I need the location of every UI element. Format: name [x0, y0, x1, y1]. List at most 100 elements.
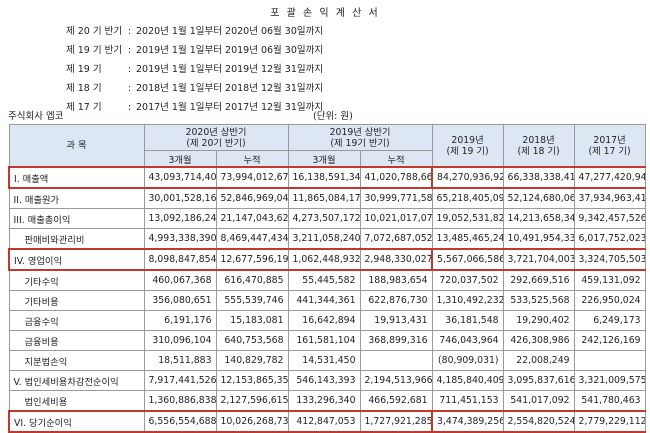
value-cell: 15,183,081: [215, 310, 289, 331]
col-header-2019h1: 2019년 상반기 (제 19기 반기): [287, 124, 433, 151]
value-cell: 66,338,338,410: [502, 166, 575, 189]
table-row: III. 매출총이익 13,092,186,244 21,147,043,629 4,…: [8, 208, 646, 229]
value-cell: 720,037,502: [431, 269, 504, 291]
value-cell: 5,567,066,586: [431, 248, 504, 271]
value-cell: 8,469,447,434: [215, 228, 289, 250]
value-cell: 18,511,883: [143, 350, 217, 371]
col-header-2019h1-text: 2019년 상반기 (제 19기 반기): [329, 126, 391, 149]
value-cell: (80,909,031): [431, 350, 504, 371]
value-cell: 292,669,516: [502, 269, 575, 291]
value-cell: 19,052,531,829: [431, 208, 504, 229]
value-cell: 356,080,651: [143, 290, 217, 311]
period-label: 제 19 기: [66, 64, 102, 75]
value-cell: 188,983,654: [359, 269, 433, 291]
period-label: 제 17 기: [66, 102, 102, 113]
col-header-2019-text: 2019년 (제 19 기): [446, 134, 489, 157]
value-cell: 1,727,921,285: [359, 410, 434, 433]
sub-header-2019h1-cum: 누적: [359, 150, 433, 168]
value-cell: 41,020,788,665: [359, 166, 434, 189]
value-cell: 12,677,596,195: [215, 248, 289, 271]
value-cell: [359, 350, 433, 371]
col-header-2020h1: 2020년 상반기 (제 20기 반기): [143, 124, 289, 151]
row-label: 금융비용: [8, 330, 145, 351]
row-label: 기타비용: [8, 290, 145, 311]
period-row: 제 18 기:2018년 1월 1일부터 2018년 12월 31일까지: [66, 80, 323, 94]
period-range: 2019년 1월 1일부터 2019년 12월 31일까지: [136, 64, 324, 75]
value-cell: 21,147,043,629: [215, 208, 289, 229]
table-row: II. 매출원가 30,001,528,163 52,846,969,042 11,8…: [8, 187, 646, 209]
value-cell: 11,865,084,176: [287, 187, 361, 209]
value-cell: 426,308,986: [502, 330, 575, 351]
value-cell: 466,592,681: [359, 390, 433, 412]
value-cell: 10,026,268,737: [215, 410, 289, 433]
value-cell: 3,474,389,256: [431, 410, 504, 433]
table-row: V. 법인세비용차감전순이익 7,917,441,526 12,153,865,35…: [8, 370, 646, 391]
value-cell: 6,249,173: [573, 310, 646, 331]
period-colon: :: [128, 45, 132, 56]
value-cell: 310,096,104: [143, 330, 217, 351]
value-cell: 2,948,330,027: [359, 248, 434, 271]
col-header-2017-text: 2017년 (제 17 기): [588, 134, 631, 157]
row-label: 금융수익: [8, 310, 145, 331]
unit-label: (단위: 원): [313, 111, 353, 122]
period-label: 제 18 기: [66, 83, 102, 94]
table-row: VI. 당기순이익 6,556,554,688 10,026,268,737 412,…: [8, 410, 646, 433]
value-cell: 555,539,746: [215, 290, 289, 311]
row-label: VI. 당기순이익: [8, 410, 145, 433]
value-cell: 140,829,782: [215, 350, 289, 371]
row-label: V. 법인세비용차감전순이익: [8, 370, 145, 391]
period-row: 제 19 기:2019년 1월 1일부터 2019년 12월 31일까지: [66, 61, 323, 75]
value-cell: 30,001,528,163: [143, 187, 217, 209]
table-row: 판매비와관리비 4,993,338,390 8,469,447,434 3,211,0…: [8, 228, 646, 250]
sub-header-2019h1-3m: 3개월: [287, 150, 361, 168]
value-cell: 3,721,704,003: [502, 248, 575, 271]
value-cell: 711,451,153: [431, 390, 504, 412]
col-header-2018-text: 2018년 (제 18 기): [517, 134, 560, 157]
value-cell: 16,642,894: [287, 310, 361, 331]
value-cell: 30,999,771,586: [359, 187, 433, 209]
table-row: I. 매출액 43,093,714,407 73,994,012,671 16,138…: [8, 166, 646, 189]
value-cell: 746,043,964: [431, 330, 504, 351]
value-cell: 22,008,249: [502, 350, 575, 371]
value-cell: 9,342,457,526: [573, 208, 646, 229]
table-row: IV. 영업이익 8,098,847,854 12,677,596,195 1,062…: [8, 248, 646, 271]
period-colon: :: [128, 83, 132, 94]
value-cell: 3,324,705,503: [573, 248, 646, 271]
value-cell: 412,847,053: [287, 410, 361, 433]
value-cell: 546,143,393: [287, 370, 361, 391]
value-cell: 65,218,405,097: [431, 187, 504, 209]
table-row: 금융수익 6,191,176 15,183,081 16,642,894 19,913,…: [8, 310, 646, 331]
value-cell: 8,098,847,854: [143, 248, 217, 271]
value-cell: 2,779,229,112: [573, 410, 646, 433]
row-label: III. 매출총이익: [8, 208, 145, 229]
value-cell: 441,344,361: [287, 290, 361, 311]
row-label: IV. 영업이익: [8, 248, 145, 271]
value-cell: 2,194,513,966: [359, 370, 433, 391]
value-cell: 459,131,092: [573, 269, 646, 291]
value-cell: 10,491,954,338: [502, 228, 575, 250]
value-cell: 368,899,316: [359, 330, 433, 351]
value-cell: 1,062,448,932: [287, 248, 361, 271]
value-cell: 533,525,568: [502, 290, 575, 311]
value-cell: 37,934,963,415: [573, 187, 646, 209]
period-range: 2019년 1월 1일부터 2019년 06월 30일까지: [136, 45, 324, 56]
value-cell: 84,270,936,926: [431, 166, 504, 189]
row-label: 기타수익: [8, 269, 145, 291]
value-cell: 14,531,450: [287, 350, 361, 371]
statement-rows: I. 매출액 43,093,714,407 73,994,012,671 16,138…: [8, 166, 646, 433]
value-cell: 19,913,431: [359, 310, 433, 331]
row-label: I. 매출액: [8, 166, 145, 189]
col-header-account: 과 목: [8, 124, 145, 168]
period-row: 제 20 기 반기:2020년 1월 1일부터 2020년 06월 30일까지: [66, 23, 323, 37]
value-cell: 133,296,340: [287, 390, 361, 412]
value-cell: 541,780,463: [573, 390, 646, 412]
value-cell: 13,092,186,244: [143, 208, 217, 229]
value-cell: [573, 350, 646, 371]
value-cell: 36,181,548: [431, 310, 504, 331]
value-cell: 1,310,492,232: [431, 290, 504, 311]
col-header-2020h1-text: 2020년 상반기 (제 20기 반기): [185, 126, 247, 149]
table-row: 금융비용 310,096,104 640,753,568 161,581,104 368…: [8, 330, 646, 351]
row-label: 지분법손익: [8, 350, 145, 371]
sub-header-2020h1-3m: 3개월: [143, 150, 217, 168]
value-cell: 14,213,658,341: [502, 208, 575, 229]
